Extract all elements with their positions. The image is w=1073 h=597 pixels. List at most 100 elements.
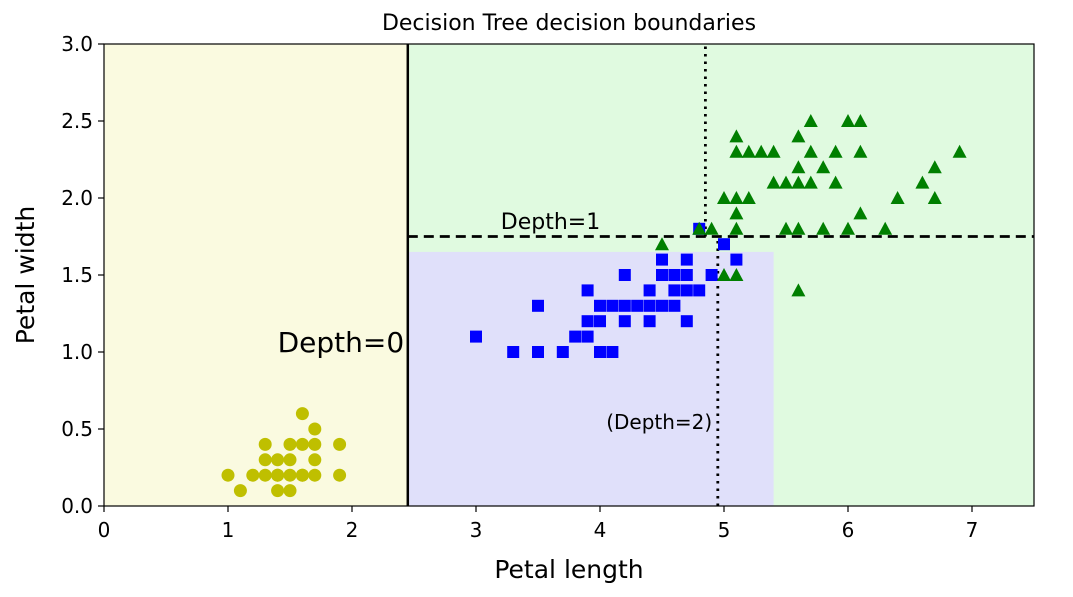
data-point xyxy=(803,144,818,158)
x-axis-label: Petal length xyxy=(494,555,643,584)
data-point xyxy=(271,468,285,482)
y-tick-label: 1.0 xyxy=(61,340,93,364)
data-point xyxy=(333,437,347,451)
decision-regions xyxy=(104,44,1034,506)
data-point xyxy=(258,453,272,467)
data-point xyxy=(717,191,731,204)
data-point xyxy=(594,346,606,358)
data-point xyxy=(718,238,730,251)
chart-title: Decision Tree decision boundaries xyxy=(382,11,756,36)
depth-annotation: Depth=0 xyxy=(278,326,405,359)
y-axis-label: Petal width xyxy=(11,206,40,345)
data-point xyxy=(656,299,668,312)
data-point xyxy=(853,206,868,220)
data-point xyxy=(693,284,706,297)
data-point xyxy=(828,175,843,189)
data-point xyxy=(668,269,681,281)
data-point xyxy=(246,468,260,482)
data-point xyxy=(308,437,322,451)
decision-region xyxy=(104,44,408,506)
data-point xyxy=(915,175,930,189)
data-point xyxy=(853,114,868,127)
data-point xyxy=(618,269,631,281)
data-point xyxy=(803,175,818,189)
data-point xyxy=(295,407,309,421)
data-point xyxy=(705,269,718,281)
depth-annotation: Depth=1 xyxy=(501,210,600,235)
data-point xyxy=(779,221,793,235)
data-point xyxy=(656,269,668,281)
y-axis-ticks: 0.0 0.5 1.0 1.5 2.0 2.5 3.0 xyxy=(61,32,104,518)
data-point xyxy=(221,468,235,482)
data-point xyxy=(283,437,297,451)
data-point xyxy=(233,484,247,498)
data-point xyxy=(729,221,744,235)
data-point xyxy=(606,346,619,358)
data-point xyxy=(680,284,693,297)
data-point xyxy=(754,144,769,158)
y-tick-label: 2.0 xyxy=(61,186,93,210)
data-point xyxy=(668,284,681,297)
data-point xyxy=(643,284,656,297)
x-tick-label: 1 xyxy=(222,518,235,542)
data-point xyxy=(730,253,743,266)
data-point xyxy=(470,330,482,343)
data-point xyxy=(729,206,744,220)
data-point xyxy=(692,221,707,235)
data-point xyxy=(791,175,806,189)
depth-annotations: Depth=0 Depth=1 (Depth=2) xyxy=(278,210,713,434)
data-point xyxy=(729,144,744,158)
data-point xyxy=(308,453,322,467)
data-point xyxy=(816,160,831,174)
data-point xyxy=(927,160,942,174)
x-tick-label: 5 xyxy=(718,518,731,542)
data-point xyxy=(308,468,322,482)
data-point xyxy=(308,422,322,436)
data-point xyxy=(766,144,781,158)
y-tick-label: 2.5 xyxy=(61,109,93,133)
data-point xyxy=(668,299,681,312)
data-point xyxy=(704,221,719,235)
x-tick-label: 4 xyxy=(594,518,607,542)
depth-annotation: (Depth=2) xyxy=(606,410,712,434)
data-point xyxy=(581,330,594,343)
data-point xyxy=(779,175,793,189)
data-point xyxy=(952,144,967,158)
data-point xyxy=(680,315,693,328)
data-point xyxy=(890,191,905,204)
data-point xyxy=(680,253,693,266)
data-point xyxy=(853,144,868,158)
data-point xyxy=(333,468,347,482)
data-point xyxy=(816,221,831,235)
x-tick-label: 0 xyxy=(98,518,111,542)
data-point xyxy=(791,283,806,297)
data-point xyxy=(791,129,806,143)
data-point xyxy=(717,268,731,281)
data-point xyxy=(618,299,631,312)
data-point xyxy=(791,160,806,174)
x-tick-label: 3 xyxy=(470,518,483,542)
data-point xyxy=(532,299,544,312)
data-point xyxy=(283,468,297,482)
data-point xyxy=(258,437,272,451)
data-point xyxy=(828,144,843,158)
data-point xyxy=(927,191,942,204)
y-tick-label: 0.5 xyxy=(61,417,93,441)
data-point xyxy=(295,437,309,451)
data-point xyxy=(594,315,606,328)
y-tick-label: 0.0 xyxy=(61,494,93,518)
data-point xyxy=(532,346,544,358)
data-point xyxy=(594,299,606,312)
data-points xyxy=(221,114,967,498)
x-tick-label: 7 xyxy=(966,518,979,542)
data-point xyxy=(569,330,582,343)
x-tick-label: 6 xyxy=(842,518,855,542)
data-point xyxy=(741,144,756,158)
data-point xyxy=(766,175,781,189)
data-point xyxy=(271,484,285,498)
data-point xyxy=(656,253,668,266)
data-point xyxy=(618,315,631,328)
data-point xyxy=(643,315,656,328)
data-point xyxy=(556,346,569,358)
y-tick-label: 1.5 xyxy=(61,263,93,287)
